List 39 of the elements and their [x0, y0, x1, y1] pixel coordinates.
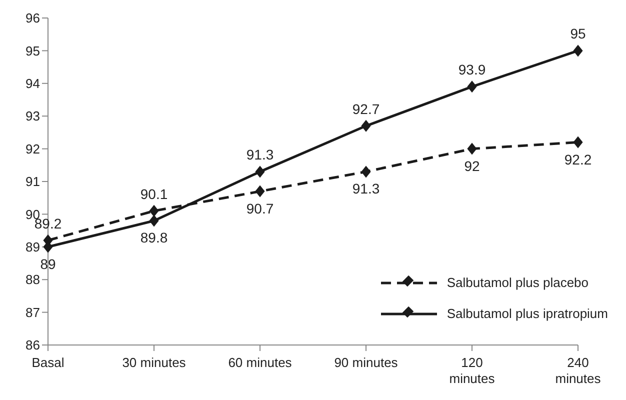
x-tick-label: 120 minutes: [449, 355, 496, 386]
x-tick-label: 60 minutes: [228, 355, 292, 370]
legend-label: Salbutamol plus placebo: [446, 275, 589, 290]
data-label: 89: [40, 256, 56, 272]
point: [255, 185, 265, 198]
y-tick-label: 92: [26, 141, 40, 156]
y-tick-label: 86: [26, 338, 40, 353]
y-tick-label: 88: [26, 272, 40, 288]
x-tick-label: 90 minutes: [334, 355, 398, 370]
data-label: 91.3: [352, 180, 380, 197]
y-tick-label: 93: [26, 108, 40, 124]
point: [361, 166, 371, 178]
y-tick-label: 95: [26, 43, 40, 58]
point: [149, 204, 159, 217]
x-tick-label: 240 minutes: [555, 355, 602, 386]
y-tick-label: 96: [26, 10, 40, 26]
point: [573, 44, 583, 57]
x-tick-label: Basal: [32, 355, 64, 370]
data-label: 92: [464, 158, 480, 174]
y-tick-label: 89: [26, 240, 40, 255]
point: [255, 166, 265, 178]
x-tick-label: 30 minutes: [122, 355, 186, 370]
data-label: 91.3: [246, 146, 274, 163]
point: [573, 136, 583, 148]
data-label: 95: [570, 26, 586, 42]
y-tick-label: 87: [26, 304, 40, 320]
legend-label: Salbutamol plus ipratropium: [446, 306, 608, 321]
point: [149, 214, 159, 227]
point: [467, 80, 477, 93]
data-label: 92.2: [564, 151, 592, 168]
point: [467, 142, 477, 155]
point: [361, 120, 371, 132]
data-label: 90.7: [246, 200, 274, 216]
data-label: 93.9: [458, 62, 486, 78]
data-label: 90.1: [140, 186, 168, 202]
data-label: 89.8: [140, 230, 168, 246]
data-label: 92.7: [352, 100, 380, 117]
y-tick-label: 94: [26, 76, 40, 92]
y-tick-label: 91: [26, 174, 40, 190]
